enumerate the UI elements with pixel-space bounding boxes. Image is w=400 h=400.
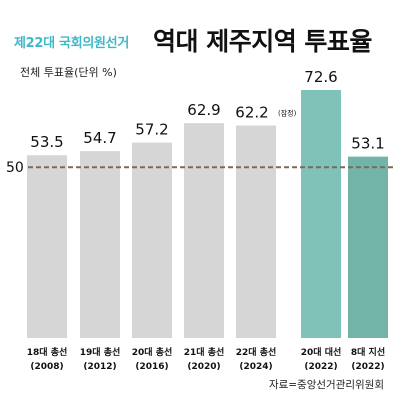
data-label-note: (잠정) (278, 109, 297, 118)
category-year-label: (2012) (83, 362, 116, 372)
category-year-label: (2024) (239, 362, 272, 372)
data-label: 62.2 (235, 104, 268, 122)
data-label: 72.6 (304, 68, 337, 86)
chart-subtitle: 제22대 국회의원선거 (14, 36, 129, 51)
data-label: 57.2 (135, 121, 168, 139)
data-label: 62.9 (187, 101, 220, 119)
category-label: 20대 대선 (301, 346, 342, 358)
bar (27, 155, 67, 338)
category-label: 21대 총선 (184, 346, 225, 358)
category-label: 20대 총선 (132, 346, 173, 358)
category-year-label: (2008) (30, 362, 63, 372)
reference-line-label: 50 (6, 160, 24, 176)
category-label: 19대 총선 (80, 346, 121, 358)
source-note: 자료=중앙선거관리위원회 (268, 379, 384, 391)
category-year-label: (2022) (304, 362, 337, 372)
data-label: 53.5 (30, 133, 63, 151)
bar (80, 151, 120, 338)
category-year-label: (2016) (135, 362, 168, 372)
data-label: 54.7 (83, 129, 116, 147)
bar (301, 90, 341, 338)
bar (132, 142, 172, 338)
category-label: 8대 지선 (351, 346, 385, 358)
category-year-label: (2020) (187, 362, 220, 372)
bar (348, 156, 388, 338)
category-label: 18대 총선 (27, 346, 68, 358)
unit-label: 전체 투표율(단위 %) (20, 66, 117, 79)
bar (236, 125, 276, 338)
bar (184, 123, 224, 339)
category-label: 22대 총선 (236, 346, 277, 358)
chart-title: 역대 제주지역 투표율 (153, 27, 372, 56)
category-year-label: (2022) (351, 362, 384, 372)
data-label: 53.1 (351, 135, 384, 153)
chart-header: 제22대 국회의원선거 역대 제주지역 투표율 (14, 18, 394, 56)
